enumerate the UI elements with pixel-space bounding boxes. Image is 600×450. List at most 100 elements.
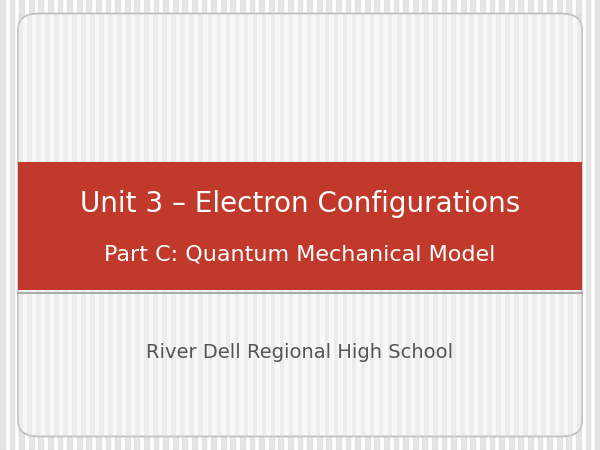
Bar — [490, 0, 494, 450]
Bar — [514, 14, 519, 436]
Text: Unit 3 – Electron Configurations: Unit 3 – Electron Configurations — [80, 190, 520, 218]
Bar — [496, 14, 501, 436]
Bar — [226, 14, 230, 436]
Bar — [480, 0, 485, 450]
Bar — [108, 14, 113, 436]
Bar — [96, 0, 101, 450]
Bar — [77, 0, 82, 450]
Bar — [406, 14, 410, 436]
Bar — [45, 14, 50, 436]
Bar — [336, 0, 341, 450]
Bar — [250, 0, 254, 450]
Bar — [384, 0, 389, 450]
Bar — [163, 0, 168, 450]
Bar — [528, 0, 533, 450]
Bar — [181, 14, 185, 436]
Bar — [63, 14, 68, 436]
Bar — [394, 0, 398, 450]
Bar — [208, 14, 212, 436]
Bar — [154, 0, 158, 450]
Bar — [90, 14, 95, 436]
Bar — [269, 0, 274, 450]
Bar — [442, 0, 446, 450]
Bar — [126, 14, 131, 436]
Bar — [72, 14, 77, 436]
Bar — [509, 0, 514, 450]
Bar — [361, 14, 365, 436]
Text: River Dell Regional High School: River Dell Regional High School — [146, 343, 454, 362]
Bar — [134, 0, 139, 450]
Bar — [115, 0, 120, 450]
Bar — [388, 14, 392, 436]
Bar — [365, 0, 370, 450]
Bar — [307, 14, 311, 436]
Bar — [433, 14, 437, 436]
Bar — [566, 0, 571, 450]
Bar — [538, 0, 542, 450]
Bar — [259, 0, 264, 450]
Bar — [559, 14, 564, 436]
Bar — [316, 14, 320, 436]
Bar — [355, 0, 360, 450]
Bar — [550, 14, 555, 436]
Bar — [307, 0, 312, 450]
Bar — [557, 0, 562, 450]
Bar — [442, 14, 446, 436]
Bar — [192, 0, 197, 450]
Bar — [145, 14, 149, 436]
Bar — [182, 0, 187, 450]
Text: Part C: Quantum Mechanical Model: Part C: Quantum Mechanical Model — [104, 244, 496, 264]
Bar — [487, 14, 492, 436]
Bar — [379, 14, 383, 436]
Bar — [172, 14, 176, 436]
Bar — [125, 0, 130, 450]
Bar — [413, 0, 418, 450]
Bar — [352, 14, 356, 436]
Bar — [595, 0, 600, 450]
Bar — [117, 14, 122, 436]
Bar — [523, 14, 528, 436]
Bar — [461, 0, 466, 450]
Bar — [289, 14, 293, 436]
Bar — [424, 14, 428, 436]
Bar — [478, 14, 483, 436]
Bar — [199, 14, 203, 436]
Bar — [334, 14, 338, 436]
Bar — [432, 0, 437, 450]
Bar — [221, 0, 226, 450]
Bar — [86, 0, 91, 450]
Bar — [288, 0, 293, 450]
Bar — [298, 14, 302, 436]
Bar — [0, 0, 5, 450]
Bar — [271, 14, 275, 436]
Bar — [38, 0, 43, 450]
Bar — [253, 14, 257, 436]
Bar — [136, 14, 140, 436]
Bar — [36, 14, 41, 436]
Bar — [298, 0, 302, 450]
Bar — [29, 0, 34, 450]
Bar — [460, 14, 464, 436]
Bar — [499, 0, 504, 450]
Bar — [211, 0, 216, 450]
Bar — [235, 14, 239, 436]
Bar — [586, 0, 590, 450]
Bar — [326, 0, 331, 450]
Bar — [532, 14, 537, 436]
Bar — [230, 0, 235, 450]
Bar — [422, 0, 427, 450]
Bar — [325, 14, 329, 436]
Bar — [190, 14, 194, 436]
Bar — [173, 0, 178, 450]
Bar — [415, 14, 419, 436]
Bar — [403, 0, 408, 450]
Bar — [202, 0, 206, 450]
Bar — [518, 0, 523, 450]
Bar — [244, 14, 248, 436]
Bar — [397, 14, 401, 436]
Bar — [48, 0, 53, 450]
Bar — [144, 0, 149, 450]
Bar — [18, 14, 23, 436]
Bar — [568, 14, 573, 436]
Bar — [18, 162, 582, 290]
